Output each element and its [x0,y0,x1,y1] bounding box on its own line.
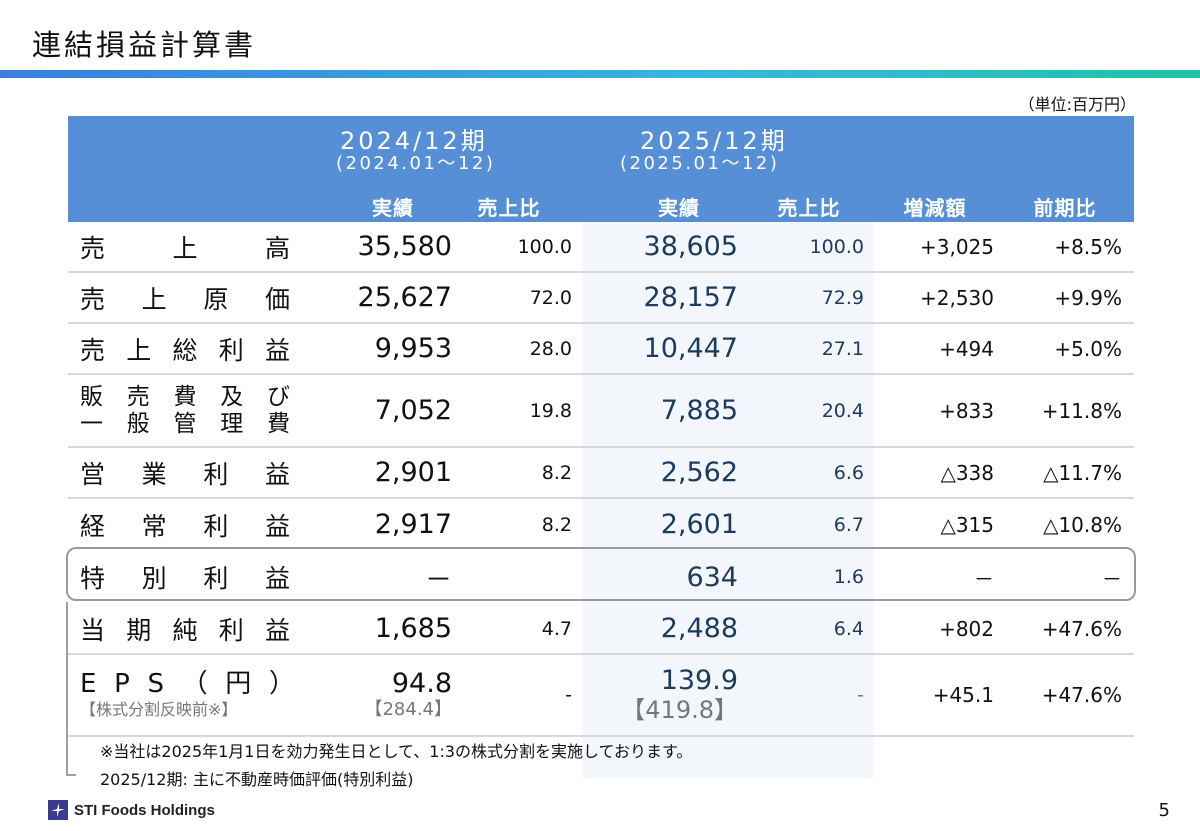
col-ratio-2024: 売上比 [477,196,541,220]
diff: +802 [939,616,994,641]
row-label: 当期純利益 [80,615,290,645]
col-diff: 増減額 [903,196,967,220]
income-statement-table: 売上高 35,580 100.0 38,605 100.0 +3,025 +8.… [68,222,1134,737]
page-number: 5 [1158,800,1170,821]
value-2024: 25,627 [357,282,452,313]
pre-split-2025: 【419.8】 [621,696,738,724]
period-2024: 2024/12期 [340,127,488,155]
title-underline [0,70,1200,78]
ratio-2025: 6.6 [833,461,864,484]
ratio-2025: 1.6 [833,566,864,588]
table-row-eps: E P S （円） 【株式分割反映前※】 94.8 【284.4】 - 139.9 【… [68,655,1134,737]
value-2025: 28,157 [643,282,738,313]
diff: +3,025 [919,234,994,259]
company-logo: STI Foods Holdings [48,800,215,820]
col-yoy: 前期比 [1033,196,1097,220]
diff: △338 [940,460,994,485]
highlight-band-2025 [582,222,874,778]
col-ratio-2025: 売上比 [777,196,841,220]
ratio-2024: 28.0 [529,337,572,360]
footnote-bracket [66,602,76,776]
row-label: 売上高 [80,233,290,263]
row-label: 経常利益 [80,511,290,541]
yoy: △10.8% [1043,512,1122,537]
ratio-2025: 72.9 [821,286,864,309]
value-2025: 10,447 [643,333,738,364]
table-row-extraordinary-income: 特別利益 － 634 1.6 － － [68,550,1134,604]
value-2025: 38,605 [643,231,738,262]
yoy: +47.6% [1041,616,1122,641]
table-row-net-income: 当期純利益 1,685 4.7 2,488 6.4 +802 +47.6% [68,604,1134,655]
range-2025: (2025.01～12) [620,153,780,174]
diff: +833 [939,398,994,423]
col-actual-2024: 実績 [372,196,414,220]
company-name: STI Foods Holdings [74,801,215,819]
table-row-gross-profit: 売上総利益 9,953 28.0 10,447 27.1 +494 +5.0% [68,324,1134,375]
diff: +494 [939,336,994,361]
table-row-cogs: 売上原価 25,627 72.0 28,157 72.9 +2,530 +9.9… [68,273,1134,324]
col-actual-2025: 実績 [658,196,700,220]
unit-label: （単位:百万円） [1018,95,1136,114]
row-label: 特別利益 [80,564,290,593]
value-2025: 7,885 [660,395,738,426]
row-label: 営業利益 [80,459,290,489]
table-row-sales: 売上高 35,580 100.0 38,605 100.0 +3,025 +8.… [68,222,1134,273]
value-2025: 2,562 [660,457,738,488]
value-2024: 2,901 [374,457,452,488]
range-2024: (2024.01～12) [336,153,496,174]
ratio-2024: 72.0 [529,286,572,309]
yoy: +47.6% [1041,683,1122,707]
diff: △315 [940,512,994,537]
ratio-2025: 6.4 [833,617,864,640]
ratio-2025: 20.4 [821,399,864,422]
ratio-2024: 100.0 [517,235,572,258]
row-label: 売上総利益 [80,335,290,365]
value-2024: － [425,564,452,596]
diff: +45.1 [932,683,994,707]
yoy: +8.5% [1054,234,1122,259]
diff: － [974,566,994,591]
value-2024: 35,580 [357,231,452,262]
row-label: 販売費及び 一般管理費 [80,383,290,437]
table-row-operating-profit: 営業利益 2,901 8.2 2,562 6.6 △338 △11.7% [68,448,1134,499]
ratio-2024: 4.7 [541,617,572,640]
value-2024: 94.8 【284.4】 [364,668,452,721]
footnote-stock-split: ※当社は2025年1月1日を効力発生日として、1:3の株式分割を実施しております… [100,742,693,761]
table-row-ordinary-profit: 経常利益 2,917 8.2 2,601 6.7 △315 △10.8% [68,499,1134,550]
sti-logo-icon [48,800,68,820]
value-2025: 2,601 [660,509,738,540]
table-row-sga: 販売費及び 一般管理費 7,052 19.8 7,885 20.4 +833 +… [68,375,1134,448]
diff: +2,530 [919,285,994,310]
yoy: △11.7% [1043,460,1122,485]
value-2024: 2,917 [374,509,452,540]
ratio-2024: - [565,684,572,706]
yoy: － [1102,566,1122,591]
pre-split-2024: 【284.4】 [364,699,452,720]
ratio-2024: 8.2 [541,513,572,536]
yoy: +11.8% [1041,398,1122,423]
ratio-2025: 6.7 [833,513,864,536]
yoy: +5.0% [1054,336,1122,361]
ratio-2024: 8.2 [541,461,572,484]
value-2024: 9,953 [374,333,452,364]
extraordinary-income-highlight [66,547,1136,601]
eps-sub-label: 【株式分割反映前※】 [80,700,238,719]
ratio-2025: 27.1 [821,337,864,360]
table-header: 2024/12期 (2024.01～12) 2025/12期 (2025.01～… [68,116,1134,222]
value-2024: 1,685 [374,613,452,644]
value-2025: 2,488 [660,613,738,644]
ratio-2024: 19.8 [529,399,572,422]
row-label: E P S （円） 【株式分割反映前※】 [80,669,295,719]
period-2025: 2025/12期 [640,127,788,155]
value-2025: 634 [686,561,738,593]
value-2024: 7,052 [374,395,452,426]
value-2025: 139.9 【419.8】 [621,665,738,725]
row-label: 売上原価 [80,284,290,314]
page-title: 連結損益計算書 [32,28,257,62]
yoy: +9.9% [1054,285,1122,310]
footnote-extraordinary: 2025/12期: 主に不動産時価評価(特別利益) [100,770,414,789]
ratio-2025: - [857,684,864,706]
ratio-2025: 100.0 [809,235,864,258]
